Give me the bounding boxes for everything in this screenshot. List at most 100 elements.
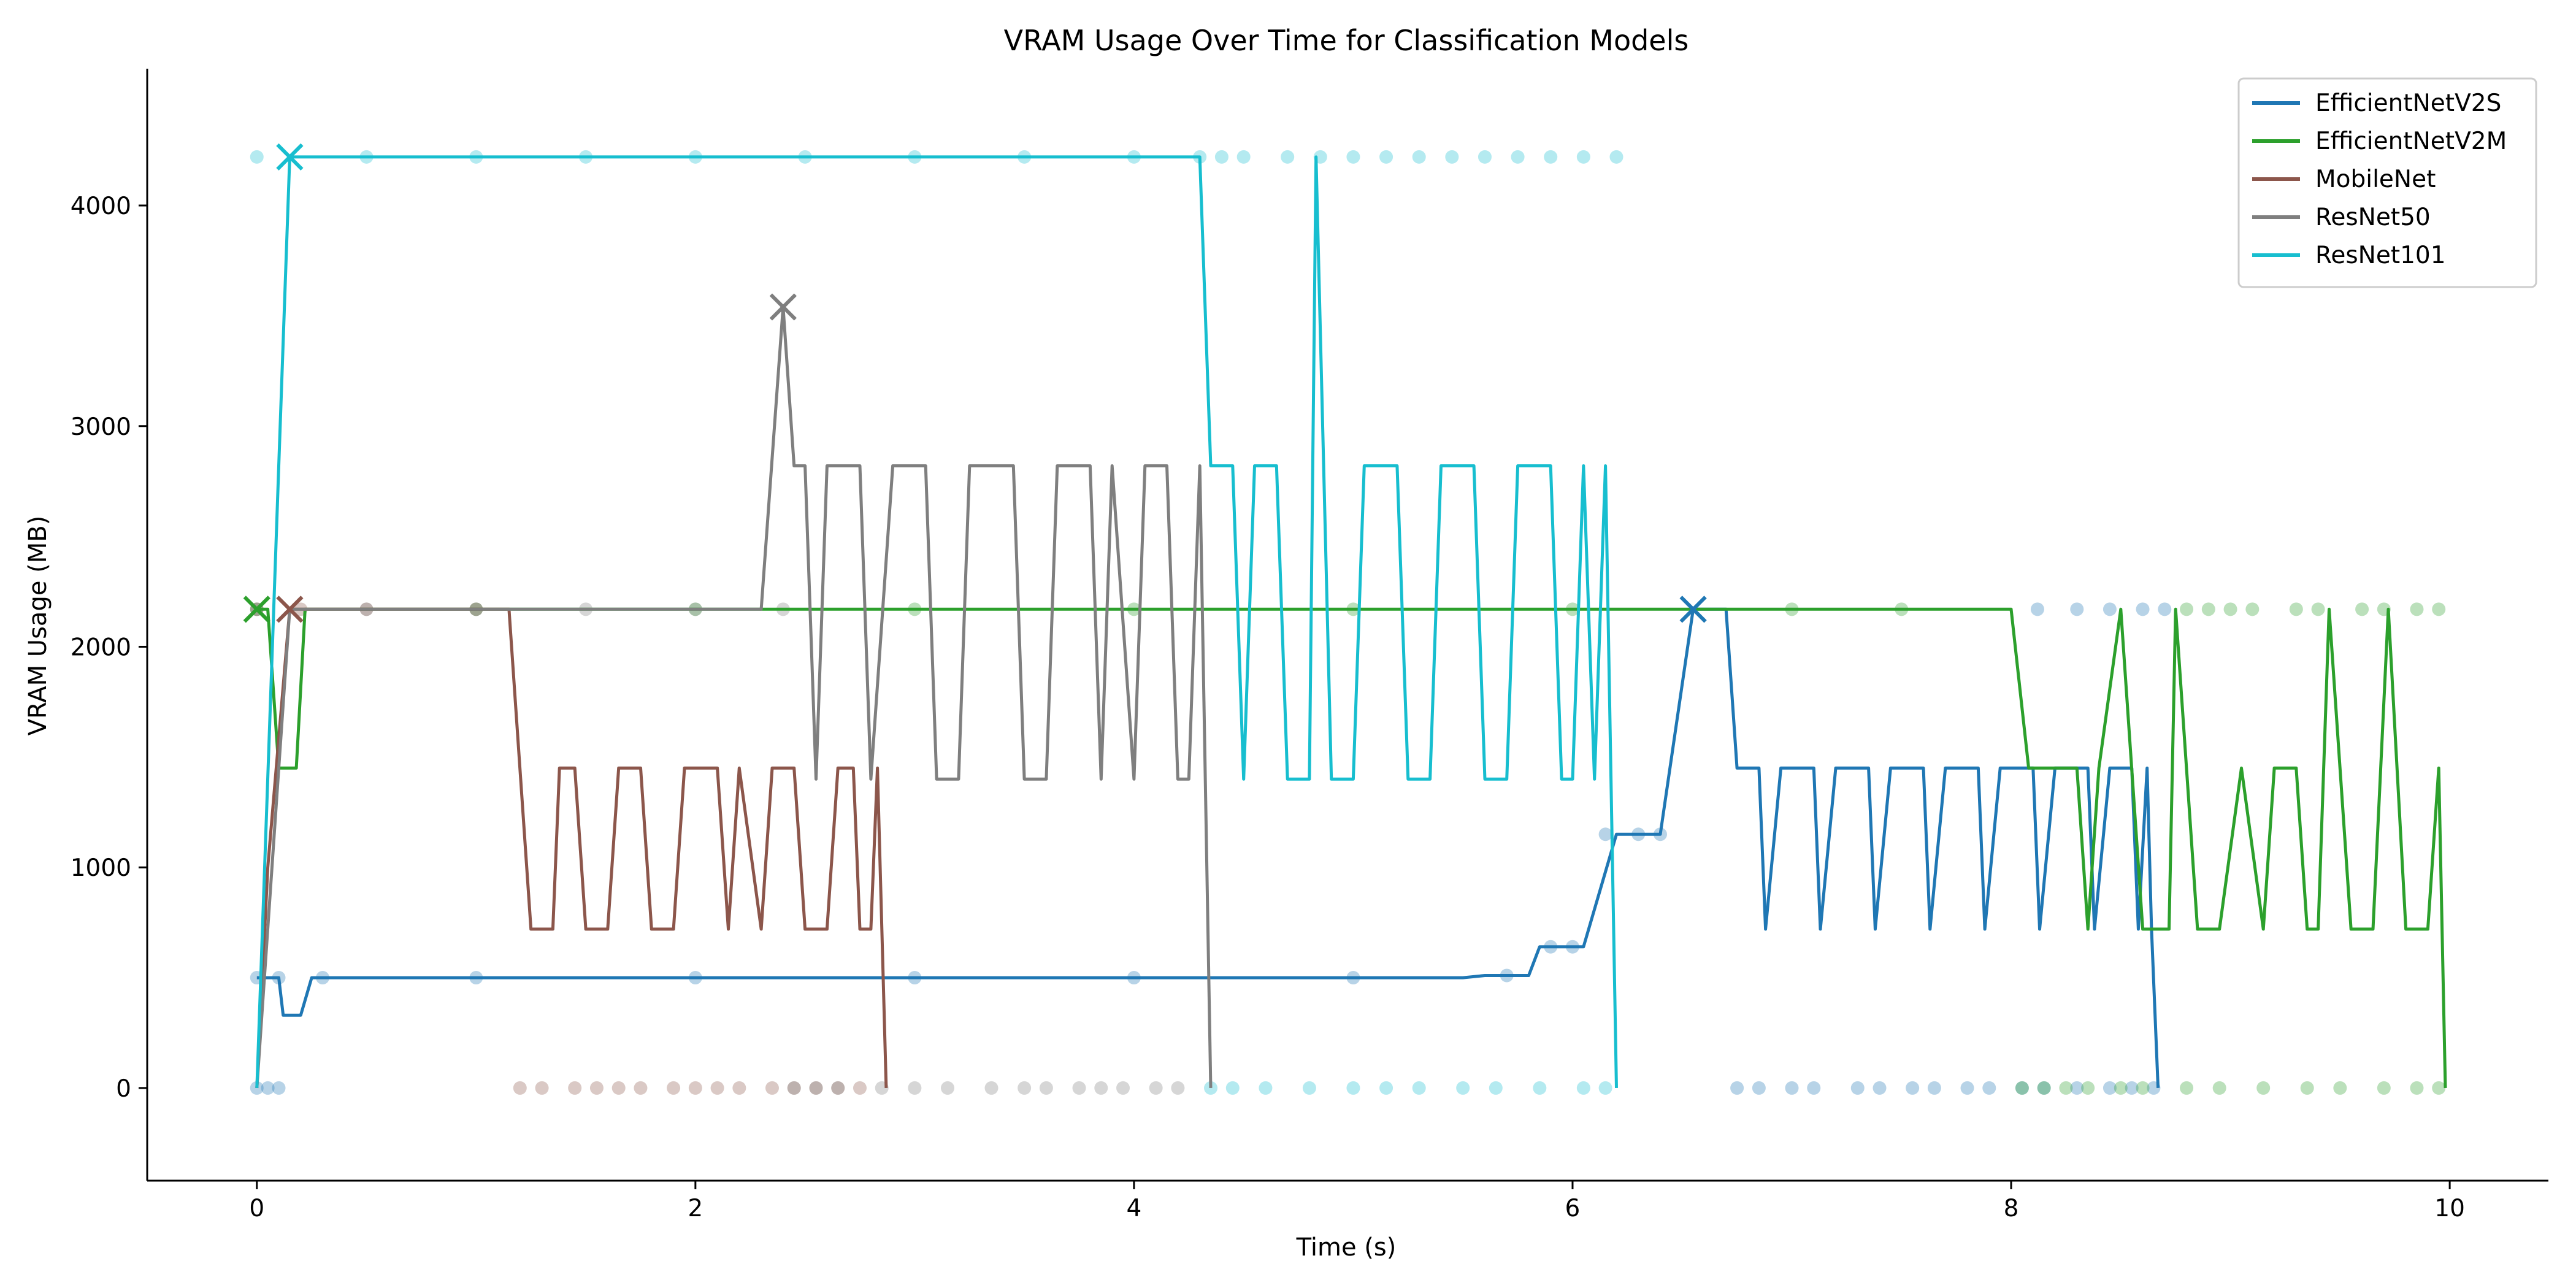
sample-point-efficientnetv2s	[2125, 1081, 2139, 1095]
sample-point-efficientnetv2m	[2136, 1081, 2150, 1095]
sample-point-resnet101	[1445, 150, 1459, 164]
sample-point-efficientnetv2m	[2311, 602, 2325, 616]
sample-point-efficientnetv2s	[2103, 1081, 2117, 1095]
sample-point-efficientnetv2m	[2432, 602, 2446, 616]
sample-point-resnet50	[908, 1081, 922, 1095]
sample-point-mobilenet	[710, 1081, 724, 1095]
y-tick-label: 2000	[71, 634, 131, 661]
sample-point-resnet101	[1412, 150, 1426, 164]
sample-point-resnet101	[1302, 1081, 1316, 1095]
sample-point-efficientnetv2s	[2037, 1081, 2051, 1095]
sample-point-efficientnetv2m	[2245, 602, 2260, 616]
sample-point-resnet50	[1039, 1081, 1053, 1095]
peak-marker-efficientnetv2m	[243, 596, 270, 623]
sample-point-resnet101	[1576, 1081, 1590, 1095]
sample-point-resnet50	[787, 1081, 801, 1095]
x-axis-title: Time (s)	[1296, 1233, 1397, 1262]
legend-label-mobilenet: MobileNet	[2315, 166, 2436, 193]
sample-point-efficientnetv2m	[2180, 1081, 2194, 1095]
sample-point-mobilenet	[853, 1081, 867, 1095]
sample-point-efficientnetv2m	[2015, 1081, 2029, 1095]
sample-point-resnet101	[1533, 1081, 1547, 1095]
legend: EfficientNetV2S EfficientNetV2M MobileNet R…	[2237, 77, 2537, 288]
sample-point-efficientnetv2s	[1873, 1081, 1887, 1095]
sample-point-efficientnetv2s	[1927, 1081, 1941, 1095]
sample-point-mobilenet	[568, 1081, 582, 1095]
sample-point-resnet101	[1456, 1081, 1470, 1095]
sample-point-efficientnetv2s	[1850, 1081, 1865, 1095]
y-tick-label: 3000	[71, 413, 131, 441]
sample-point-efficientnetv2m	[2212, 1081, 2226, 1095]
sample-point-resnet101	[1259, 1081, 1273, 1095]
peak-marker-resnet50	[769, 293, 797, 321]
sample-point-efficientnetv2m	[2081, 1081, 2095, 1095]
peak-markers	[243, 143, 1707, 623]
sample-point-efficientnetv2m	[2037, 1081, 2051, 1095]
peak-marker-resnet101	[276, 143, 304, 171]
peak-marker-efficientnetv2s	[1679, 596, 1707, 623]
sample-point-efficientnetv2m	[2223, 602, 2237, 616]
sample-point-resnet101	[1609, 150, 1623, 164]
sample-point-mobilenet	[831, 1081, 845, 1095]
series-line-resnet50	[255, 305, 1213, 1089]
chart-title: VRAM Usage Over Time for Classification …	[1004, 24, 1689, 57]
sample-point-efficientnetv2m	[2289, 602, 2303, 616]
sample-point-efficientnetv2m	[2410, 602, 2424, 616]
legend-box	[2237, 77, 2537, 288]
sample-point-mobilenet	[667, 1081, 681, 1095]
sample-point-efficientnetv2s	[1982, 1081, 1996, 1095]
sample-point-efficientnetv2m	[2377, 1081, 2391, 1095]
sample-point-resnet50	[831, 1081, 845, 1095]
sample-point-efficientnetv2m	[2114, 1081, 2128, 1095]
series-line-efficientnetv2s	[256, 607, 2160, 1089]
series-line-mobilenet	[255, 607, 888, 1089]
sample-point-efficientnetv2s	[2103, 602, 2117, 616]
x-tick-label: 6	[1565, 1195, 1581, 1222]
sample-point-efficientnetv2s	[1807, 1081, 1821, 1095]
y-axis-title: VRAM Usage (MB)	[24, 516, 52, 736]
sample-point-efficientnetv2m	[2410, 1081, 2424, 1095]
sample-point-resnet101	[1576, 150, 1590, 164]
sample-point-efficientnetv2s	[1598, 827, 1612, 841]
sample-point-resnet101	[1346, 1081, 1360, 1095]
sample-point-efficientnetv2m	[2355, 602, 2369, 616]
sample-point-efficientnetv2s	[2070, 602, 2084, 616]
sample-point-efficientnetv2s	[272, 1081, 286, 1095]
legend-label-resnet101: ResNet101	[2315, 242, 2446, 269]
sample-point-efficientnetv2s	[2158, 602, 2172, 616]
sample-point-resnet101	[1214, 150, 1229, 164]
sample-point-resnet101	[1478, 150, 1492, 164]
sample-point-resnet101	[1598, 1081, 1612, 1095]
sample-point-efficientnetv2s	[1785, 1081, 1799, 1095]
sample-point-resnet50	[1094, 1081, 1108, 1095]
sample-point-efficientnetv2m	[2256, 1081, 2271, 1095]
sample-point-resnet50	[809, 1081, 823, 1095]
series-lines	[255, 155, 2447, 1089]
sample-point-efficientnetv2s	[1906, 1081, 1920, 1095]
y-tick-label: 0	[116, 1075, 131, 1103]
sample-point-mobilenet	[765, 1081, 779, 1095]
sample-point-mobilenet	[634, 1081, 648, 1095]
legend-label-efficientnetv2s: EfficientNetV2S	[2315, 90, 2501, 117]
sample-point-resnet101	[1511, 150, 1525, 164]
x-tick-label: 0	[249, 1195, 264, 1222]
sample-point-mobilenet	[589, 1081, 604, 1095]
sample-point-resnet101	[1281, 150, 1295, 164]
sample-point-resnet101	[1236, 150, 1251, 164]
sample-point-resnet50	[941, 1081, 954, 1095]
y-tick-label: 4000	[71, 193, 131, 220]
sample-point-resnet101	[1489, 1081, 1503, 1095]
sample-point-efficientnetv2m	[2300, 1081, 2314, 1095]
sample-point-resnet101	[1379, 1081, 1393, 1095]
sample-point-mobilenet	[611, 1081, 626, 1095]
sample-point-resnet101	[1225, 1081, 1240, 1095]
series-line-resnet101	[255, 155, 1618, 1088]
sample-point-resnet50	[1171, 1081, 1185, 1095]
sample-point-resnet50	[984, 1081, 999, 1095]
sample-point-efficientnetv2s	[1730, 1081, 1744, 1095]
sample-point-resnet101	[1204, 1081, 1218, 1095]
x-tick-label: 8	[2004, 1195, 2019, 1222]
sample-point-efficientnetv2s	[2070, 1081, 2084, 1095]
